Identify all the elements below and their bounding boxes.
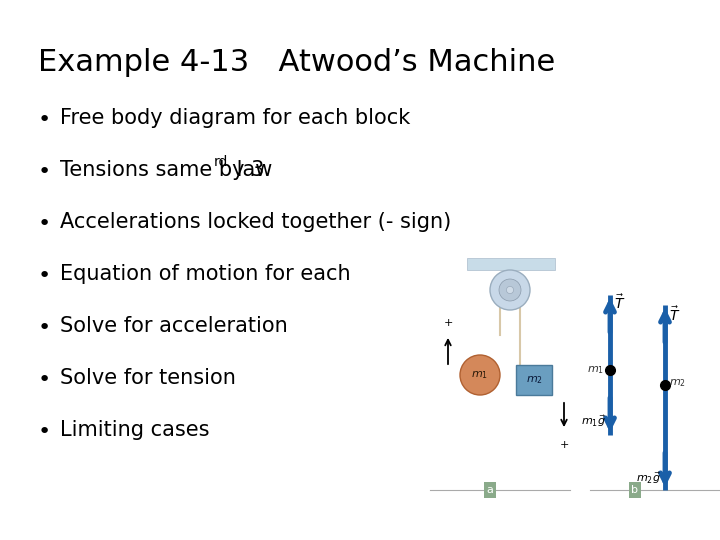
- Circle shape: [460, 355, 500, 395]
- Text: •: •: [38, 370, 51, 390]
- Text: Tensions same by 3: Tensions same by 3: [60, 160, 264, 180]
- Text: $m_1$: $m_1$: [587, 364, 604, 376]
- Text: +: +: [444, 318, 453, 328]
- Circle shape: [506, 286, 513, 294]
- Text: b: b: [631, 485, 639, 495]
- Text: a: a: [487, 485, 493, 495]
- Text: Accelerations locked together (- sign): Accelerations locked together (- sign): [60, 212, 451, 232]
- Text: Solve for acceleration: Solve for acceleration: [60, 316, 288, 336]
- Text: $m_1\vec{g}$: $m_1\vec{g}$: [581, 413, 606, 429]
- Text: +: +: [559, 440, 569, 450]
- Text: $m_2$: $m_2$: [669, 377, 686, 389]
- Text: $m_1$: $m_1$: [472, 369, 489, 381]
- Text: Limiting cases: Limiting cases: [60, 420, 210, 440]
- Circle shape: [499, 279, 521, 301]
- Text: law: law: [230, 160, 272, 180]
- Text: •: •: [38, 214, 51, 234]
- Text: Solve for tension: Solve for tension: [60, 368, 236, 388]
- Text: Example 4-13   Atwood’s Machine: Example 4-13 Atwood’s Machine: [38, 48, 555, 77]
- Circle shape: [490, 270, 530, 310]
- Text: $m_2$: $m_2$: [526, 374, 542, 386]
- Text: $\vec{T}$: $\vec{T}$: [669, 306, 680, 325]
- Text: $\vec{T}$: $\vec{T}$: [614, 294, 626, 312]
- Text: Equation of motion for each: Equation of motion for each: [60, 264, 351, 284]
- Text: •: •: [38, 162, 51, 182]
- Text: •: •: [38, 110, 51, 130]
- Bar: [516, 365, 552, 395]
- Text: •: •: [38, 318, 51, 338]
- Text: •: •: [38, 422, 51, 442]
- Text: $m_2\vec{g}$: $m_2\vec{g}$: [636, 470, 661, 486]
- Text: rd: rd: [214, 155, 228, 169]
- Text: Free body diagram for each block: Free body diagram for each block: [60, 108, 410, 128]
- Text: •: •: [38, 266, 51, 286]
- Bar: [467, 258, 555, 270]
